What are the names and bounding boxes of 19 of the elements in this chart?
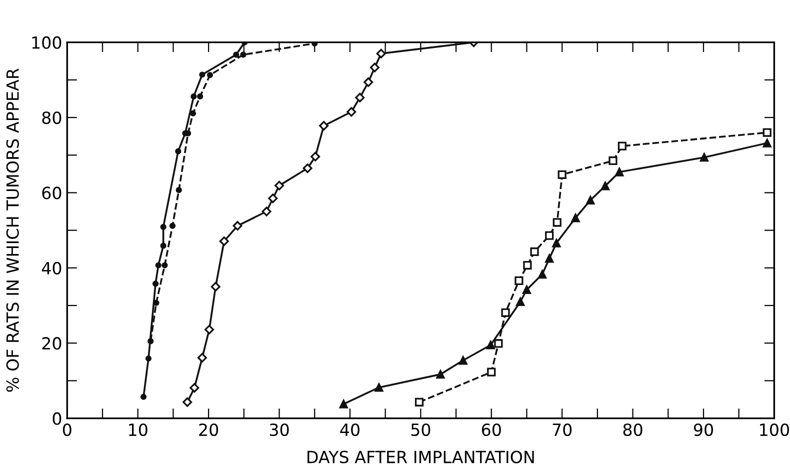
y-tick-label: 80 bbox=[42, 111, 62, 124]
x-tick-label: 50 bbox=[411, 423, 430, 436]
x-tick-label: 90 bbox=[694, 423, 713, 436]
y-tick-label: 60 bbox=[42, 186, 62, 200]
x-tick-label: 80 bbox=[623, 423, 642, 436]
y-tick-label: 100 bbox=[32, 36, 62, 49]
x-tick-label: 40 bbox=[340, 423, 360, 436]
y-tick-label: 40 bbox=[42, 262, 62, 274]
x-axis-title: DAYS AFTER IMPLANTATION bbox=[308, 450, 534, 464]
y-axis-title: % OF RATS IN WHICH TUMORS APPEAR bbox=[6, 68, 19, 392]
x-tick-label: 0 bbox=[62, 423, 72, 436]
y-tick-label: 20 bbox=[42, 337, 62, 350]
x-tick-label: 10 bbox=[129, 423, 148, 436]
x-tick-label: 60 bbox=[482, 423, 501, 436]
x-tick-label: 30 bbox=[270, 423, 289, 436]
x-tick-label: 100 bbox=[760, 423, 789, 436]
y-tick-label: 0 bbox=[52, 412, 62, 425]
x-tick-label: 20 bbox=[199, 423, 218, 436]
x-tick-label: 70 bbox=[552, 423, 572, 436]
